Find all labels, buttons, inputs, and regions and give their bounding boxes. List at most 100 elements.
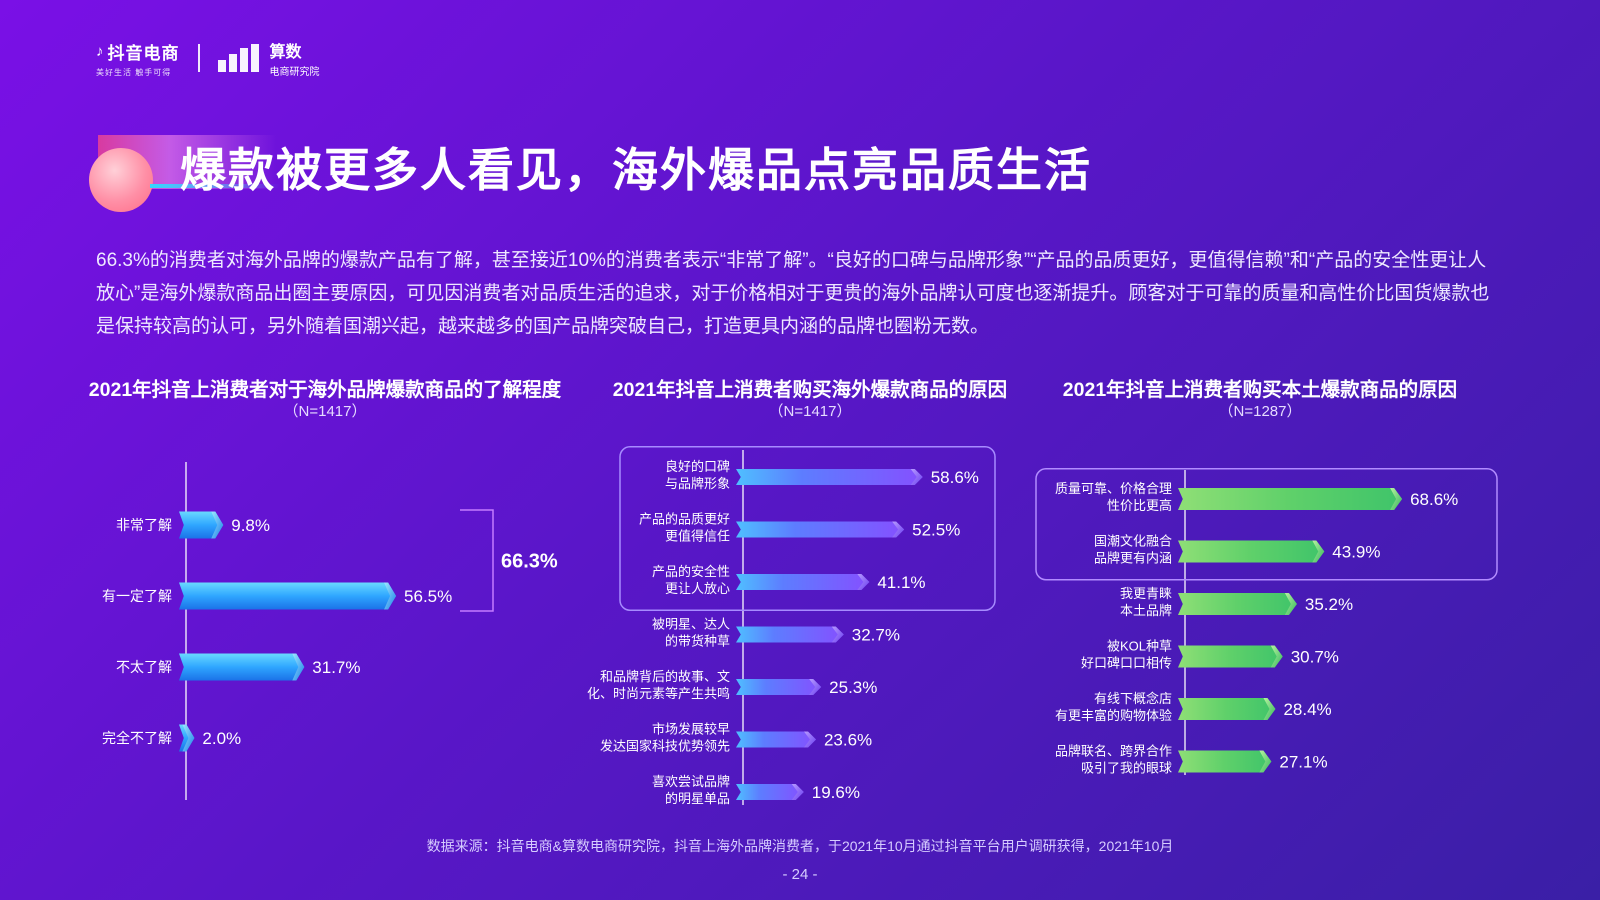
chart2-category-label: 的明星单品: [665, 791, 730, 806]
chart2-value-label: 19.6%: [812, 783, 860, 802]
chart1-value-label: 9.8%: [231, 516, 270, 535]
douyin-logo-name: 抖音电商: [107, 43, 180, 63]
page-number: - 24 -: [782, 866, 818, 883]
chart2-bar-cap: [809, 679, 822, 695]
chart1-category-label: 非常了解: [116, 517, 172, 533]
chart3-category-label: 吸引了我的眼球: [1081, 761, 1172, 776]
chart3-category-label: 本土品牌: [1120, 603, 1172, 618]
chart2-category-label: 更让人放心: [665, 581, 730, 596]
chart1-category-label: 不太了解: [116, 659, 172, 675]
suanshu-logo: 算数 电商研究院: [217, 38, 320, 78]
chart2-value-label: 25.3%: [829, 678, 877, 697]
chart2-category-label: 与品牌形象: [665, 476, 730, 491]
chart3-category-label: 好口碑口口相传: [1081, 656, 1172, 671]
chart2-bar: [736, 469, 923, 485]
chart1-category-label: 有一定了解: [102, 588, 172, 604]
title-decoration-line: [150, 184, 280, 188]
chart3-bar: [1178, 488, 1403, 510]
chart3-bar-cap: [1263, 698, 1276, 720]
chart1-title: 2021年抖音上消费者对于海外品牌爆款商品的了解程度: [88, 379, 562, 401]
intro-paragraph: 66.3%的消费者对海外品牌的爆款产品有了解，甚至接近10%的消费者表示“非常了…: [96, 250, 1490, 337]
chart3-category-label: 有线下概念店: [1094, 691, 1172, 706]
chart1-bar-cap: [384, 582, 397, 610]
chart2-subtitle: （N=1417）: [768, 403, 852, 420]
chart1-category-label: 完全不了解: [102, 730, 172, 746]
chart2-bar: [736, 679, 822, 695]
chart1-value-label: 56.5%: [404, 587, 452, 606]
chart2-category-label: 喜欢尝试品牌: [652, 774, 730, 789]
chart2-title: 2021年抖音上消费者购买海外爆款商品的原因: [612, 379, 1008, 401]
chart3-bar-cap: [1390, 488, 1403, 510]
chart2-bar: [736, 521, 905, 538]
chart2-value-label: 41.1%: [877, 573, 925, 592]
chart3-category-label: 被KOL种草: [1107, 639, 1172, 654]
chart3-value-label: 30.7%: [1291, 648, 1339, 667]
chart2-bar-cap: [910, 469, 923, 485]
chart3-bar: [1178, 645, 1283, 668]
chart1-bar: [179, 582, 397, 610]
chart1-plot: 9.8% 非常了解 56.5% 有一定了解 31.7% 不太了解 2.0% 完全不了解 66.3…: [102, 462, 558, 800]
chart2-bar: [736, 574, 870, 590]
chart2-category-label: 和品牌背后的故事、文: [600, 669, 730, 684]
chart3-bar-cap: [1270, 645, 1283, 668]
chart3-title: 2021年抖音上消费者购买本土爆款商品的原因: [1062, 379, 1458, 401]
chart1-bracket-label: 66.3%: [501, 551, 558, 573]
chart3-category-label: 有更丰富的购物体验: [1055, 708, 1172, 723]
chart3-value-label: 27.1%: [1279, 753, 1327, 772]
chart3-category-label: 性价比更高: [1107, 498, 1172, 513]
chart2-category-label: 产品的安全性: [652, 564, 730, 579]
chart2-category-label: 的带货种草: [665, 634, 730, 649]
chart3-category-label: 品牌更有内涵: [1094, 551, 1172, 566]
title-decoration-circle: [89, 148, 153, 212]
chart3-category-label: 我更青睐: [1120, 586, 1172, 601]
chart3-bar-cap: [1312, 540, 1325, 563]
chart1-bar-cap: [292, 653, 305, 681]
chart3-value-label: 35.2%: [1305, 595, 1353, 614]
chart2-bar-cap: [857, 574, 870, 590]
chart2-bar: [736, 626, 844, 643]
chart2-bar-cap: [831, 626, 844, 643]
chart1-subtitle: （N=1417）: [283, 403, 367, 420]
chart1-bar-cap: [182, 724, 195, 752]
chart3-bar-cap: [1259, 750, 1272, 773]
logo-bar: ♪ 抖音电商 美好生活 触手可得 算数 电商研究院: [96, 38, 320, 79]
suanshu-logo-name: 算数: [269, 44, 302, 61]
chart3-category-label: 品牌联名、跨界合作: [1055, 744, 1172, 759]
chart2-category-label: 发达国家科技优势领先: [600, 739, 730, 754]
douyin-logo: ♪ 抖音电商 美好生活 触手可得: [96, 39, 180, 78]
chart2-category-label: 化、时尚元素等产生共鸣: [587, 686, 730, 701]
douyin-note-icon: ♪: [96, 42, 105, 60]
chart2-value-label: 58.6%: [931, 468, 979, 487]
chart1-value-label: 2.0%: [202, 729, 241, 748]
chart3-highlight-box: [1035, 468, 1498, 581]
chart3-category-label: 质量可靠、价格合理: [1055, 481, 1172, 496]
chart3-category-label: 国潮文化融合: [1094, 534, 1172, 549]
chart3-subtitle: （N=1287）: [1218, 403, 1302, 420]
chart1-value-label: 31.7%: [312, 658, 360, 677]
chart3-value-label: 43.9%: [1332, 543, 1380, 562]
suanshu-bars-icon: [217, 44, 262, 72]
chart3-bar: [1178, 593, 1297, 615]
chart2-bar: [736, 731, 816, 748]
chart2-category-label: 产品的品质更好: [639, 512, 730, 527]
page-title: 爆款被更多人看见，海外爆品点亮品质生活: [180, 144, 1092, 196]
chart2-bar: [736, 784, 804, 800]
chart2-value-label: 32.7%: [852, 626, 900, 645]
data-source-note: 数据来源：抖音电商&算数电商研究院，抖音上海外品牌消费者，于2021年10月通过…: [426, 838, 1174, 854]
chart3-bar-cap: [1284, 593, 1297, 615]
chart3-bar: [1178, 750, 1272, 773]
chart3-value-label: 68.6%: [1410, 490, 1458, 509]
chart3-bar: [1178, 540, 1325, 563]
douyin-logo-slogan: 美好生活 触手可得: [96, 67, 172, 77]
chart2-highlight-box: [619, 446, 996, 611]
chart1-bracket: [460, 509, 494, 612]
chart2-category-label: 被明星、达人: [652, 617, 730, 632]
suanshu-logo-sub: 电商研究院: [269, 67, 320, 78]
chart2-bar-cap: [791, 784, 804, 800]
chart1-bar: [179, 511, 224, 539]
chart2-bar-cap: [892, 521, 905, 538]
chart2-category-label: 市场发展较早: [652, 722, 730, 737]
chart3-value-label: 28.4%: [1283, 700, 1331, 719]
